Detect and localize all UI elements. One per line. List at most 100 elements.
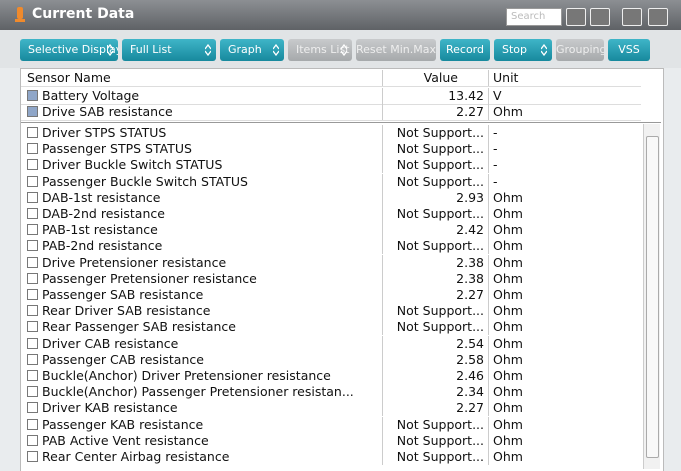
column-header[interactable]: Sensor Name [21,70,383,86]
sensor-label: Passenger Buckle Switch STATUS [42,173,248,189]
sensor-name: Buckle(Anchor) Driver Pretensioner resis… [21,368,383,384]
sensor-value: Not Support... [383,319,489,336]
button-label: Full List [130,43,172,56]
sensor-label: Drive SAB resistance [42,104,173,119]
sensor-unit: Ohm [493,335,523,351]
sensor-name: Drive Pretensioner resistance [21,254,383,271]
data-row: Driver Buckle Switch STATUS Not Support..… [21,157,641,174]
checkbox[interactable] [27,272,38,284]
sensor-label: Rear Passenger SAB resistance [42,319,236,335]
data-row: Passenger CAB resistance 2.58 Ohm [21,351,641,368]
capture-icon[interactable] [622,8,642,26]
scroll-thumb[interactable] [646,136,659,458]
toolbar-button: Grouping [556,39,604,61]
sensor-unit: Ohm [493,222,523,238]
toolbar-button[interactable]: Stop [494,39,552,61]
checkbox[interactable] [27,256,38,268]
checkbox[interactable] [27,175,38,187]
sensor-label: PAB Active Vent resistance [42,432,209,448]
sensor-label: Passenger SAB resistance [42,287,204,302]
sensor-name: DAB-1st resistance [21,189,383,206]
sensor-unit: Ohm [493,432,523,448]
sensor-label: Battery Voltage [42,88,140,103]
sensor-value: 2.27 [383,104,489,120]
sensor-name: Rear Center Airbag resistance [21,449,383,465]
checkbox[interactable] [27,224,38,236]
window-title: Current Data [32,6,135,22]
button-label: Reset Min.Max [356,43,436,56]
dropdown-arrow [541,44,547,56]
sensor-unit: Ohm [493,384,523,400]
column-header[interactable]: Unit [493,70,519,85]
column-header[interactable]: Value [383,70,489,86]
button-label: Record [445,43,484,56]
menu-icon[interactable] [648,8,668,26]
sensor-label: Passenger Pretensioner resistance [42,270,257,286]
checkbox[interactable] [27,337,38,349]
sensor-name: Driver CAB resistance [21,335,383,352]
checkbox[interactable] [27,106,38,117]
checkbox[interactable] [27,353,38,365]
checkbox[interactable] [27,127,38,138]
toolbar-button[interactable]: Full List [122,39,216,61]
header-row: Sensor Name Value Unit [21,70,641,87]
data-row: Passenger Buckle Switch STATUS Not Suppor… [21,173,641,190]
data-row: PAB-1st resistance 2.42 Ohm [21,222,641,239]
checkbox[interactable] [27,143,38,155]
checkbox[interactable] [27,289,38,300]
checkbox[interactable] [27,90,38,101]
checkbox[interactable] [27,321,38,333]
data-row: Drive Pretensioner resistance 2.38 Ohm [21,254,641,271]
toolbar-button[interactable]: VSS [608,39,650,61]
sensor-value: 2.34 [383,384,489,401]
search-icon[interactable] [566,8,586,26]
checkbox[interactable] [27,386,38,398]
sensor-name: PAB Active Vent resistance [21,432,383,449]
sensor-unit: - [493,141,498,157]
sensor-value: 2.38 [383,254,489,271]
data-row: PAB-2nd resistance Not Support... Ohm [21,238,641,255]
scrollbar[interactable] [643,124,660,469]
checkbox[interactable] [27,208,38,219]
sensor-value: Not Support... [383,416,489,433]
sensor-value: Not Support... [383,303,489,320]
checkbox[interactable] [27,240,38,252]
checkbox[interactable] [27,418,38,430]
sensor-label: Driver Buckle Switch STATUS [42,157,223,173]
data-row: Driver CAB resistance 2.54 Ohm [21,335,641,352]
button-label: Items List [296,43,350,56]
pinned-divider [21,122,661,123]
checkbox[interactable] [27,451,38,462]
sensor-name: Passenger Buckle Switch STATUS [21,173,383,190]
data-row: Passenger Pretensioner resistance 2.38 Ohm [21,270,641,287]
checkbox[interactable] [27,402,38,414]
sensor-unit: Ohm [493,319,523,335]
button-label: Grouping [556,43,604,56]
toolbar-button: Items List [288,39,352,61]
toolbar-button[interactable]: Graph [220,39,284,61]
sensor-label: Driver KAB resistance [42,400,178,416]
sensor-name: Driver STPS STATUS [21,125,383,141]
sensor-value: 2.46 [383,368,489,384]
sensor-unit: V [493,88,502,103]
checkbox[interactable] [27,159,38,171]
sensor-name: DAB-2nd resistance [21,206,383,222]
dropdown-arrow [273,44,279,56]
checkbox[interactable] [27,434,38,446]
search-box[interactable]: Search [506,8,562,26]
sensor-unit: Ohm [493,351,523,367]
data-row: Driver KAB resistance 2.27 Ohm [21,400,641,417]
sensor-name: Drive SAB resistance [21,104,383,120]
list-icon[interactable] [590,8,610,26]
toolbar-button[interactable]: Selective Display [20,39,118,61]
checkbox[interactable] [27,370,38,381]
toolbar-button[interactable]: Record [440,39,490,61]
button-label: VSS [618,43,640,56]
data-row: Passenger SAB resistance 2.27 Ohm [21,287,641,303]
dropdown-arrow [205,44,211,56]
sensor-unit: Ohm [493,254,523,270]
checkbox[interactable] [27,305,38,317]
sensor-name: Passenger SAB resistance [21,287,383,303]
sensor-name: Passenger KAB resistance [21,416,383,433]
checkbox[interactable] [27,191,38,203]
